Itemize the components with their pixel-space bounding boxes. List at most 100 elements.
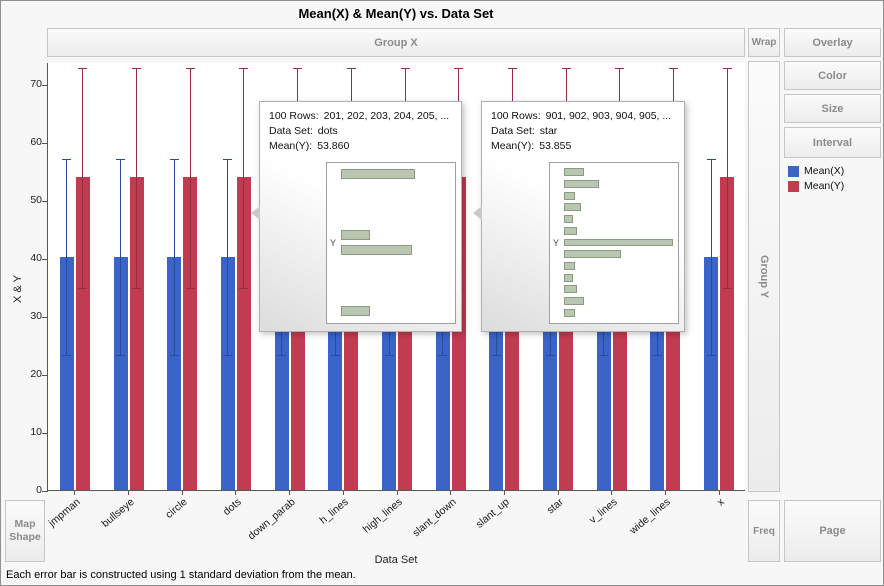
thumbnail-histogram-bar <box>564 203 582 212</box>
error-bar-cap <box>239 287 249 289</box>
page-title: Mean(X) & Mean(Y) vs. Data Set <box>298 6 494 21</box>
mean-value: 53.855 <box>539 140 572 152</box>
freq-drop-zone[interactable]: Freq <box>748 500 780 562</box>
legend-item-mean-y[interactable]: Mean(Y) <box>788 180 844 192</box>
error-bar-cap <box>615 68 625 70</box>
error-bar-cap <box>722 68 732 70</box>
legend: Mean(X) Mean(Y) <box>788 165 844 195</box>
dataset-value: star <box>539 125 558 137</box>
tooltip-text: 100 Rows: 901, 902, 903, 904, 905, ... Da… <box>482 102 684 154</box>
thumbnail-histogram-bar <box>564 238 673 247</box>
error-bar-cap <box>599 355 609 357</box>
error-bar-cap <box>400 68 410 70</box>
error-bar-cap <box>62 159 72 161</box>
thumbnail-y-axis-label: Y <box>553 238 560 248</box>
error-bar <box>726 68 728 289</box>
tooltip-text: 100 Rows: 201, 202, 203, 204, 205, ... Da… <box>260 102 461 154</box>
y-tick-mark <box>42 200 48 202</box>
bar-mean-x-bullseye[interactable] <box>113 256 128 490</box>
error-bar-cap <box>346 68 356 70</box>
thumbnail-histogram-bar <box>341 244 412 256</box>
error-bar <box>120 159 122 356</box>
x-tick-mark <box>450 491 452 495</box>
y-tick-label: 50 <box>30 194 42 207</box>
rows-value: 901, 902, 903, 904, 905, ... <box>545 110 672 122</box>
error-bar-cap <box>438 355 448 357</box>
bar-mean-x-circle[interactable] <box>167 256 182 490</box>
error-bar <box>136 68 138 289</box>
y-tick-label: 0 <box>36 484 42 496</box>
thumbnail-histogram-bar <box>564 273 573 282</box>
x-tick-mark <box>664 491 666 495</box>
tooltip-arrow-icon <box>251 206 260 220</box>
error-bar-cap <box>293 68 303 70</box>
histogram-thumbnail: Y <box>326 162 456 324</box>
x-tick-label-x[interactable]: x <box>715 496 727 509</box>
histogram-thumbnail: Y <box>549 162 679 324</box>
page-drop-zone[interactable]: Page <box>784 500 881 562</box>
y-tick-mark <box>42 432 48 434</box>
thumbnail-histogram <box>341 167 450 319</box>
thumbnail-y-axis-label: Y <box>330 238 337 248</box>
error-bar <box>227 159 229 356</box>
bar-mean-x-dots[interactable] <box>220 256 235 490</box>
error-bar <box>189 68 191 289</box>
error-bar <box>243 68 245 289</box>
x-tick-label-slant_up[interactable]: slant_up <box>473 496 513 531</box>
color-drop-zone[interactable]: Color <box>784 61 881 90</box>
thumbnail-histogram-bar <box>341 305 371 316</box>
overlay-drop-zone[interactable]: Overlay <box>784 28 881 57</box>
bar-mean-y-dots[interactable] <box>236 177 251 490</box>
x-tick-label-wide_lines[interactable]: wide_lines <box>627 496 674 537</box>
legend-item-mean-x[interactable]: Mean(X) <box>788 165 844 177</box>
thumbnail-histogram-bar <box>564 297 584 305</box>
error-bar-cap <box>116 355 126 357</box>
y-tick-label: 10 <box>30 426 42 438</box>
y-tick-label: 70 <box>30 78 42 91</box>
bar-mean-x-x[interactable] <box>704 256 719 490</box>
thumbnail-histogram-bar <box>564 250 621 259</box>
bar-mean-x-jmpman[interactable] <box>59 256 74 490</box>
y-tick-label: 40 <box>30 252 42 265</box>
error-bar-cap <box>454 68 464 70</box>
size-drop-zone[interactable]: Size <box>784 94 881 123</box>
mean-y-swatch-icon <box>788 180 799 192</box>
x-tick-label-slant_down[interactable]: slant_down <box>409 496 459 540</box>
y-tick-label: 30 <box>30 310 42 323</box>
x-tick-label-star[interactable]: star <box>544 496 566 517</box>
bar-mean-y-circle[interactable] <box>183 177 198 490</box>
thumbnail-histogram-bar <box>564 168 584 177</box>
map-shape-drop-zone[interactable]: Map Shape <box>5 500 45 562</box>
group-y-label: Group Y <box>758 254 770 299</box>
error-bar-cap <box>561 68 571 70</box>
x-tick-label-v_lines[interactable]: v_lines <box>586 496 620 527</box>
error-bar-cap <box>185 68 195 70</box>
bar-mean-y-jmpman[interactable] <box>75 177 90 490</box>
mean-label: Mean(Y): <box>491 140 535 152</box>
bar-mean-y-bullseye[interactable] <box>129 177 144 490</box>
error-bar-cap <box>384 355 394 357</box>
wrap-drop-zone[interactable]: Wrap <box>748 28 780 57</box>
y-tick-mark <box>42 490 48 492</box>
error-bar-cap <box>132 68 142 70</box>
x-tick-mark <box>74 491 76 495</box>
hover-tooltip-dots: 100 Rows: 201, 202, 203, 204, 205, ... Da… <box>251 101 462 332</box>
interval-drop-zone[interactable]: Interval <box>784 127 881 158</box>
x-tick-mark <box>503 491 505 495</box>
thumbnail-histogram-bar <box>564 285 578 294</box>
y-tick-label: 20 <box>30 368 42 380</box>
thumbnail-histogram-bar <box>564 261 575 270</box>
error-bar-cap <box>78 287 88 289</box>
y-tick-mark <box>42 258 48 260</box>
x-axis-title[interactable]: Data Set <box>374 554 418 566</box>
error-bar-cap <box>185 287 195 289</box>
y-axis-title[interactable]: X & Y <box>12 275 24 303</box>
bar-mean-y-x[interactable] <box>720 177 735 490</box>
error-bar-cap <box>223 355 233 357</box>
x-tick-mark <box>289 491 291 495</box>
tooltip-arrow-icon <box>473 206 482 220</box>
group-y-drop-zone[interactable]: Group Y <box>748 61 780 492</box>
error-bar-cap <box>62 355 72 357</box>
group-x-drop-zone[interactable]: Group X <box>47 28 745 57</box>
rows-label: 100 Rows: <box>269 110 319 122</box>
